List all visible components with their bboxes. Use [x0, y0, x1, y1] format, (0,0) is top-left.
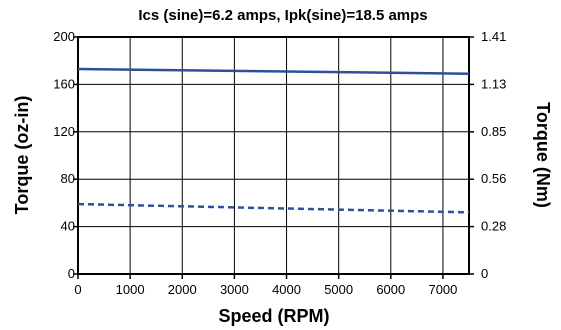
y-tick-label: 200 [53, 29, 75, 44]
x-tick-label: 5000 [324, 282, 353, 297]
x-tick-label: 0 [74, 282, 81, 297]
y2-tick-label: 1.41 [481, 29, 506, 44]
y2-axis-label: Torque (Nm) [533, 102, 553, 208]
grid [78, 37, 469, 274]
x-tick-label: 2000 [168, 282, 197, 297]
y2-tick-label: 0.85 [481, 124, 506, 139]
x-tick-label: 4000 [272, 282, 301, 297]
x-tick-label: 3000 [220, 282, 249, 297]
y2-tick-label: 0.56 [481, 171, 506, 186]
y-tick-label: 40 [61, 219, 75, 234]
chart-title: Ics (sine)=6.2 amps, Ipk(sine)=18.5 amps [138, 7, 427, 24]
solid-torque-line [77, 67, 470, 75]
y2-tick-label: 0.28 [481, 219, 506, 234]
y-tick-label: 120 [53, 124, 75, 139]
dashed-torque-line [77, 202, 470, 214]
x-tick-label: 6000 [376, 282, 405, 297]
tick-labels: 0 1000 2000 3000 4000 5000 6000 700004080120160… [53, 29, 506, 297]
x-axis-label: Speed (RPM) [218, 306, 329, 326]
y-axis-label: Torque (oz-in) [12, 96, 32, 215]
x-tick-label: 7000 [428, 282, 457, 297]
y-tick-label: 0 [68, 266, 75, 281]
plot-frame [77, 36, 470, 275]
x-tick-label: 1000 [116, 282, 145, 297]
y-tick-label: 80 [61, 171, 75, 186]
series-group [77, 67, 470, 214]
y-tick-label: 160 [53, 76, 75, 91]
y2-tick-label: 0 [481, 266, 488, 281]
y2-tick-label: 1.13 [481, 76, 506, 91]
